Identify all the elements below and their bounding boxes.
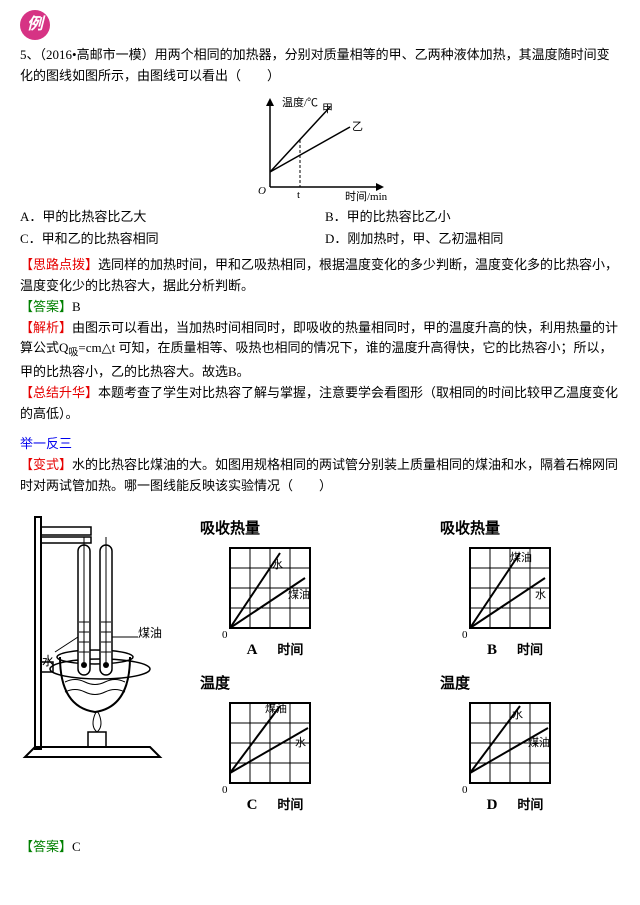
option-b: B．甲的比热容比乙小 <box>325 207 620 228</box>
chart-d-bot: 煤油 <box>528 735 550 749</box>
line-yi-label: 乙 <box>352 120 363 133</box>
analysis-text2: =cm△t 可知，在质量相等、吸热也相同的情况下，谁的温度升高得快，它的比热容小… <box>20 340 612 379</box>
options-list: A．甲的比热容比乙大 B．甲的比热容比乙小 C．甲和乙的比热容相同 D．刚加热时… <box>20 207 620 251</box>
chart-c-ylabel: 温度 <box>200 672 230 696</box>
chart-a-letter: A <box>247 638 258 662</box>
answer-block: 【答案】B <box>20 297 620 318</box>
chart-c: 温度 煤油 水 0 C 时间 <box>170 672 380 817</box>
origin-label: O <box>258 185 266 197</box>
variation-text: 水的比热容比煤油的大。如图用规格相同的两试管分别装上质量相同的煤油和水，隔着石棉… <box>20 457 618 493</box>
chart-b-letter: B <box>487 638 497 662</box>
line-jia-label: 甲 <box>322 103 333 115</box>
hint-text: 选同样的加热时间，甲和乙吸热相同，根据温度变化的多少判断，温度变化多的比热容小，… <box>20 257 618 293</box>
option-a: A．甲的比热容比乙大 <box>20 207 315 228</box>
summary-block: 【总结升华】本题考查了学生对比热容了解与掌握，注意要学会看图形（取相同的时间比较… <box>20 383 620 425</box>
chart-d-ylabel: 温度 <box>440 672 470 696</box>
analysis-block: 【解析】由图示可以看出，当加热时间相同时，即吸收的热量相同时，甲的温度升高的快，… <box>20 318 620 383</box>
variation-label: 【变式】 <box>20 457 72 472</box>
answer-text: B <box>72 299 81 314</box>
chart-a: 吸收热量 水 煤油 0 A 时间 <box>170 517 380 662</box>
svg-text:0: 0 <box>222 784 228 793</box>
temperature-time-chart: 温度/℃ 时间/min O 甲 乙 t <box>240 92 400 202</box>
question-5: 5、（2016•高邮市一模）用两个相同的加热器，分别对质量相等的甲、乙两种液体加… <box>20 45 620 87</box>
y-axis-label: 温度/℃ <box>282 95 318 109</box>
chart-d-xlabel: 时间 <box>517 795 543 816</box>
hint-label: 【思路点拨】 <box>20 257 98 272</box>
chart-c-top: 煤油 <box>265 701 287 715</box>
option-c: C．甲和乙的比热容相同 <box>20 229 315 250</box>
chart-b-xlabel: 时间 <box>517 640 543 661</box>
option-charts: 吸收热量 水 煤油 0 A 时间 <box>170 507 620 817</box>
apparatus-water-label: 水 <box>42 654 54 668</box>
variation-answer-label: 【答案】 <box>20 839 72 854</box>
hint-block: 【思路点拨】选同样的加热时间，甲和乙吸热相同，根据温度变化的多少判断，温度变化多… <box>20 255 620 297</box>
summary-label: 【总结升华】 <box>20 385 98 400</box>
t-mark: t <box>297 189 300 201</box>
summary-text: 本题考查了学生对比热容了解与掌握，注意要学会看图形（取相同的时间比较甲乙温度变化… <box>20 385 618 421</box>
chart-c-letter: C <box>247 793 258 817</box>
option-d: D．刚加热时，甲、乙初温相同 <box>325 229 620 250</box>
chart-b-ylabel: 吸收热量 <box>440 517 500 541</box>
chart-a-ylabel: 吸收热量 <box>200 517 260 541</box>
q-source: （2016•高邮市一模） <box>40 47 155 62</box>
chart-a-bot: 煤油 <box>288 587 310 601</box>
q-number: 5、 <box>20 47 40 62</box>
variation-answer-text: C <box>72 839 81 854</box>
chart-d-top: 水 <box>512 708 523 721</box>
chart-d-letter: D <box>487 793 498 817</box>
variation-title: 举一反三 <box>20 434 620 455</box>
x-axis-label: 时间/min <box>345 190 388 202</box>
analysis-label: 【解析】 <box>20 320 72 335</box>
svg-text:0: 0 <box>222 629 228 638</box>
answer-label: 【答案】 <box>20 299 72 314</box>
chart-a-xlabel: 时间 <box>277 640 303 661</box>
chart-b: 吸收热量 煤油 水 0 B 时间 <box>410 517 620 662</box>
apparatus-oil-label: 煤油 <box>138 626 162 640</box>
analysis-sub: 吸 <box>68 348 78 359</box>
chart-c-xlabel: 时间 <box>277 795 303 816</box>
variation-question: 【变式】水的比热容比煤油的大。如图用规格相同的两试管分别装上质量相同的煤油和水，… <box>20 455 620 497</box>
chart-d: 温度 水 煤油 0 D 时间 <box>410 672 620 817</box>
apparatus-diagram: 水 煤油 <box>20 507 170 767</box>
example-badge: 例 <box>20 10 50 40</box>
chart-b-bot: 水 <box>535 588 546 601</box>
chart-c-bot: 水 <box>295 736 306 749</box>
chart-b-top: 煤油 <box>510 550 532 564</box>
chart-a-top: 水 <box>272 558 283 571</box>
svg-text:0: 0 <box>462 784 468 793</box>
variation-answer-block: 【答案】C <box>20 837 620 858</box>
svg-text:0: 0 <box>462 629 468 638</box>
